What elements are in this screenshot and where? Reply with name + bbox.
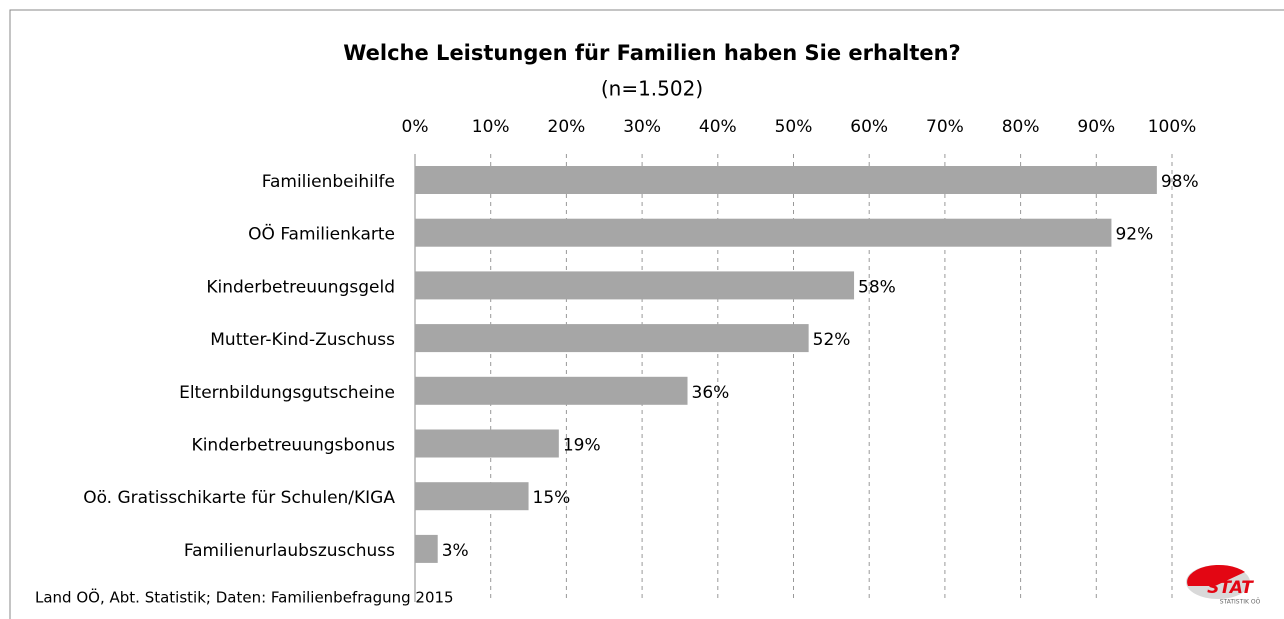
bar: [415, 534, 438, 563]
logo-shape: [1187, 564, 1245, 586]
bar: [415, 376, 688, 405]
x-tick-label: 30%: [623, 117, 661, 137]
bar: [415, 429, 559, 458]
y-tick-label: Familienbeihilfe: [262, 172, 395, 192]
x-tick-label: 20%: [548, 117, 586, 137]
x-tick-label: 10%: [472, 117, 510, 137]
y-tick-label: Mutter-Kind-Zuschuss: [210, 330, 395, 350]
value-label: 36%: [692, 383, 730, 403]
value-label: 3%: [442, 541, 469, 561]
bar: [415, 166, 1157, 194]
bar: [415, 218, 1112, 247]
x-tick-label: 100%: [1148, 117, 1197, 137]
value-label: 52%: [813, 330, 851, 350]
value-label: 19%: [563, 436, 601, 456]
x-tick-label: 80%: [1002, 117, 1040, 137]
bar: [415, 482, 529, 511]
x-tick-label: 70%: [926, 117, 964, 137]
bar: [415, 271, 855, 300]
bar: [415, 324, 809, 353]
y-tick-label: Familienurlaubszuschuss: [184, 541, 395, 561]
y-tick-label: Kinderbetreuungsbonus: [192, 436, 396, 456]
source: Land OÖ, Abt. Statistik; Daten: Familien…: [35, 588, 454, 607]
logo: STAT STATISTIK OÖ: [1186, 564, 1261, 606]
x-tick-label: 90%: [1077, 117, 1115, 137]
logo-text: STAT: [1207, 578, 1254, 598]
logo-subtext: STATISTIK OÖ: [1220, 599, 1261, 606]
frame: [9, 9, 1284, 619]
value-label: 92%: [1115, 225, 1153, 245]
y-tick-label: OÖ Familienkarte: [248, 223, 395, 245]
chart-title: Welche Leistungen für Familien haben Sie…: [343, 41, 961, 65]
x-tick-label: 50%: [775, 117, 813, 137]
value-label: 98%: [1161, 172, 1199, 192]
value-label: 58%: [858, 277, 896, 297]
chart-subtitle: (n=1.502): [601, 77, 703, 101]
y-tick-label: Elternbildungsgutscheine: [179, 383, 395, 403]
x-tick-label: 40%: [699, 117, 737, 137]
y-tick-label: Oö. Gratisschikarte für Schulen/KIGA: [83, 488, 395, 508]
value-label: 15%: [533, 488, 571, 508]
y-tick-label: Kinderbetreuungsgeld: [206, 277, 395, 297]
x-tick-label: 0%: [402, 117, 429, 137]
x-tick-label: 60%: [850, 117, 888, 137]
